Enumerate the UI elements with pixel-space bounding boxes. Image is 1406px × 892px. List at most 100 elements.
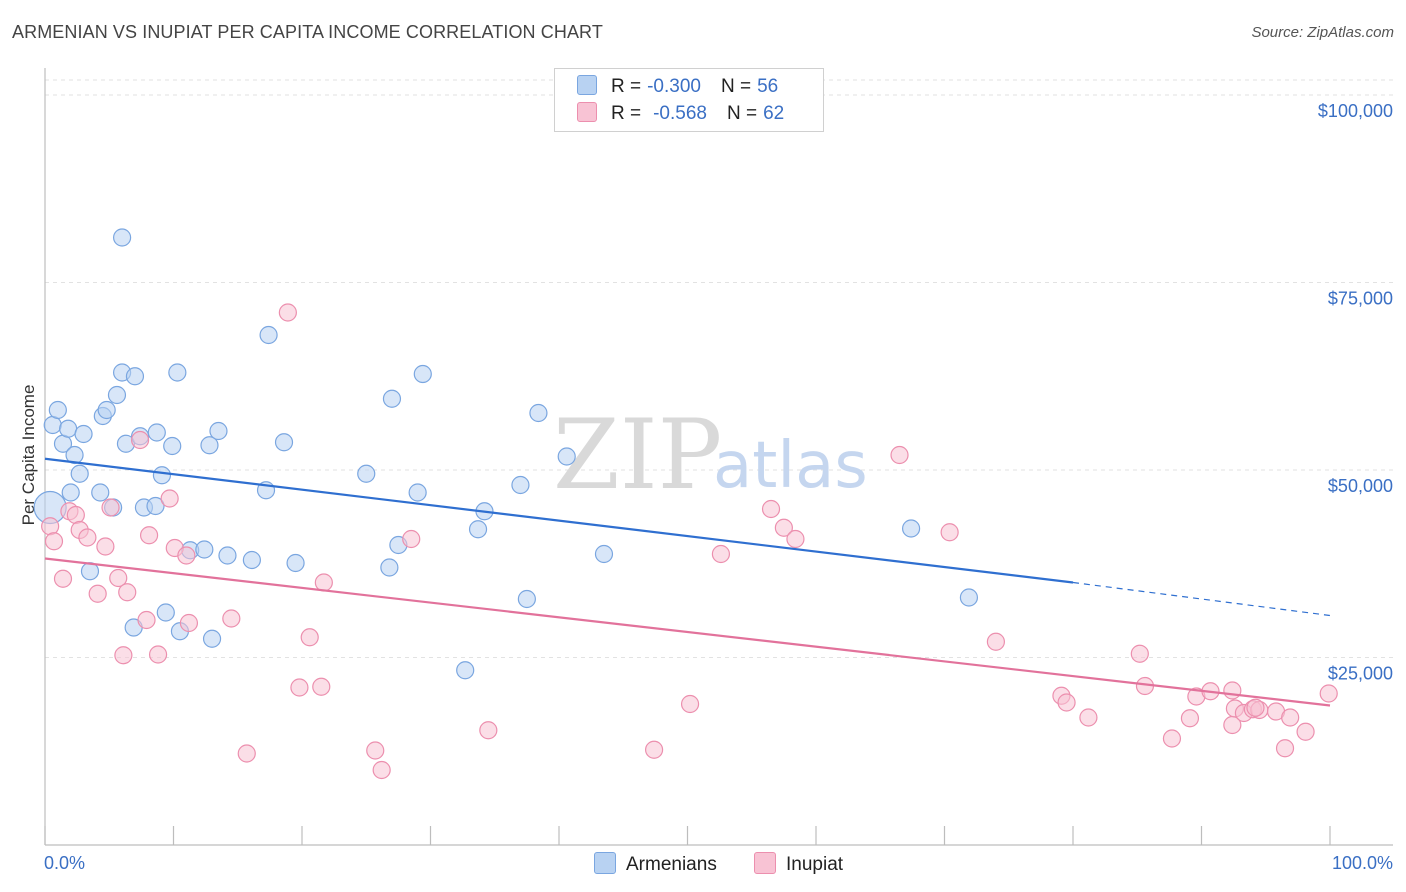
inupiat-point (290, 678, 309, 697)
inupiat-point (66, 505, 85, 525)
armenian-point (59, 419, 78, 438)
inupiat-point (179, 613, 199, 633)
armenian-point (357, 464, 376, 483)
armenians-label: Armenians (626, 854, 717, 875)
watermark-atlas: atlas (713, 429, 868, 503)
armenian-point (70, 464, 89, 483)
inupiat-swatch (754, 852, 776, 874)
inupiat-point (940, 523, 959, 542)
inupiat-point (101, 498, 120, 517)
inupiat-point (711, 544, 731, 564)
n-label: N = (720, 76, 752, 97)
inupiat-point (44, 532, 64, 551)
inupiat-point (372, 760, 391, 780)
inupiat-point (761, 499, 781, 519)
trend-lines (44, 457, 1331, 707)
y-tick-label: $75,000 (1328, 289, 1393, 309)
armenian-point (48, 400, 67, 420)
inupiat-point (109, 568, 128, 588)
inupiat-point (1246, 698, 1265, 717)
armenian-point (146, 496, 165, 516)
inupiat-point (986, 632, 1006, 651)
inupiat-point (1130, 644, 1149, 663)
inupiat-point (680, 694, 700, 714)
legend-row-inupiat: R = -0.568 N = 62 (577, 102, 784, 128)
inupiat-point (1223, 681, 1242, 700)
inupiat-point (88, 584, 107, 603)
r-label: R = (611, 103, 642, 124)
armenian-point (413, 364, 432, 384)
armenian-point (107, 385, 127, 405)
armenian-point (200, 436, 219, 455)
inupiat-point (1296, 722, 1315, 741)
armenian-point (65, 445, 84, 465)
armenian-point (380, 558, 399, 577)
inupiat-point (130, 430, 150, 450)
inupiat-point (114, 646, 133, 665)
inupiat-point (53, 569, 73, 588)
armenian-point (202, 629, 222, 648)
inupiat-point (137, 610, 156, 630)
inupiat-swatch (577, 102, 597, 122)
armenian-points (33, 228, 979, 680)
armenian-point (594, 544, 614, 564)
armenian-point (218, 546, 237, 565)
axes (44, 68, 1393, 846)
inupiat-label: Inupiat (786, 854, 844, 875)
armenian-point (156, 603, 175, 622)
inupiat-point (1162, 729, 1182, 748)
armenian-point (382, 389, 402, 408)
inupiat-point (402, 529, 421, 549)
n-value: 56 (757, 76, 779, 97)
inupiat-point (1319, 684, 1338, 703)
inupiat-point (148, 645, 168, 664)
armenian-point (74, 424, 93, 444)
armenian-point (112, 228, 132, 247)
grid-lines (45, 79, 1393, 658)
y-tick-label: $50,000 (1328, 476, 1393, 496)
inupiat-point (41, 517, 60, 536)
inupiat-point (96, 537, 115, 556)
correlation-legend: R = -0.300 N = 56 R = -0.568 N = 62 (554, 68, 824, 132)
inupiat-point (1079, 708, 1098, 727)
armenian-point (91, 483, 110, 502)
inupiat-point (774, 518, 793, 537)
inupiat-point (237, 744, 256, 763)
x-tick-label-max: 100.0% (1332, 853, 1393, 873)
inupiat-point (278, 303, 297, 322)
legend-row-armenians: R = -0.300 N = 56 (577, 75, 778, 101)
armenian-point (274, 433, 294, 452)
y-tick-labels: $25,000 $50,000 $75,000 $100,000 (1318, 101, 1393, 684)
armenian-point (286, 553, 305, 573)
inupiat-point (312, 677, 331, 696)
n-value: 62 (763, 103, 785, 124)
inupiat-point (644, 740, 664, 759)
armenian-trend-line (44, 457, 1074, 584)
y-axis-label: Per Capita Income (19, 385, 38, 526)
inupiat-point (1057, 693, 1076, 712)
inupiat-point (78, 528, 97, 547)
armenian-point (163, 436, 182, 456)
x-tick-label-min: 0.0% (44, 853, 85, 873)
armenian-trend-extension (1072, 581, 1331, 617)
armenian-point (456, 661, 475, 680)
legend-item-inupiat[interactable]: Inupiat (754, 852, 843, 876)
armenian-point (152, 466, 172, 485)
armenian-point (61, 483, 80, 502)
inupiat-point (314, 573, 333, 592)
r-value: -0.300 (647, 76, 701, 97)
inupiat-point (222, 609, 241, 628)
r-label: R = (611, 76, 642, 97)
y-tick-label: $100,000 (1318, 101, 1393, 121)
inupiat-point (177, 546, 196, 565)
chart-title: ARMENIAN VS INUPIAT PER CAPITA INCOME CO… (12, 22, 603, 42)
inupiat-point (139, 526, 159, 545)
armenian-point (209, 421, 228, 441)
armenian-point (511, 475, 530, 495)
n-label: N = (726, 103, 758, 124)
inupiat-point (1180, 709, 1200, 728)
legend-item-armenians[interactable]: Armenians (594, 852, 717, 876)
inupiat-points (41, 303, 1338, 780)
armenian-point (195, 540, 214, 559)
inupiat-point (479, 721, 498, 740)
